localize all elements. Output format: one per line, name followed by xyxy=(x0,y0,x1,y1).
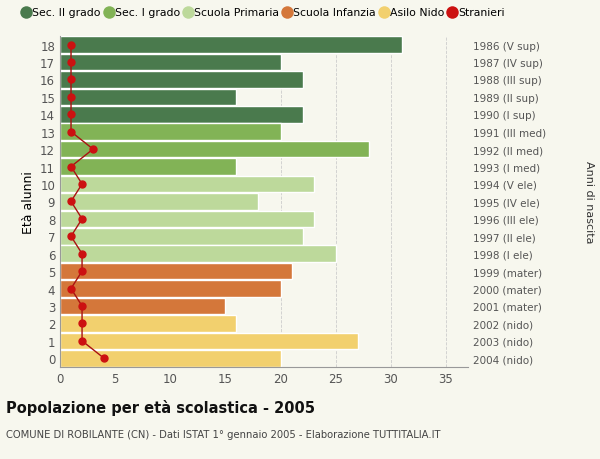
Bar xyxy=(60,298,226,314)
Bar xyxy=(60,263,292,280)
Bar xyxy=(60,55,281,71)
Legend: Sec. II grado, Sec. I grado, Scuola Primaria, Scuola Infanzia, Asilo Nido, Stran: Sec. II grado, Sec. I grado, Scuola Prim… xyxy=(19,4,509,23)
Bar xyxy=(60,194,259,210)
Text: Popolazione per età scolastica - 2005: Popolazione per età scolastica - 2005 xyxy=(6,399,315,415)
Bar xyxy=(60,176,314,193)
Bar xyxy=(60,246,335,263)
Text: Anni di nascita: Anni di nascita xyxy=(584,161,594,243)
Bar xyxy=(60,159,236,175)
Bar xyxy=(60,350,281,367)
Bar xyxy=(60,333,358,349)
Bar xyxy=(60,90,236,106)
Text: COMUNE DI ROBILANTE (CN) - Dati ISTAT 1° gennaio 2005 - Elaborazione TUTTITALIA.: COMUNE DI ROBILANTE (CN) - Dati ISTAT 1°… xyxy=(6,429,440,439)
Bar xyxy=(60,280,281,297)
Bar xyxy=(60,124,281,140)
Bar xyxy=(60,141,369,158)
Bar xyxy=(60,37,402,54)
Bar xyxy=(60,229,302,245)
Bar xyxy=(60,211,314,228)
Bar xyxy=(60,107,302,123)
Bar xyxy=(60,315,236,332)
Y-axis label: Età alunni: Età alunni xyxy=(22,171,35,233)
Bar xyxy=(60,72,302,89)
